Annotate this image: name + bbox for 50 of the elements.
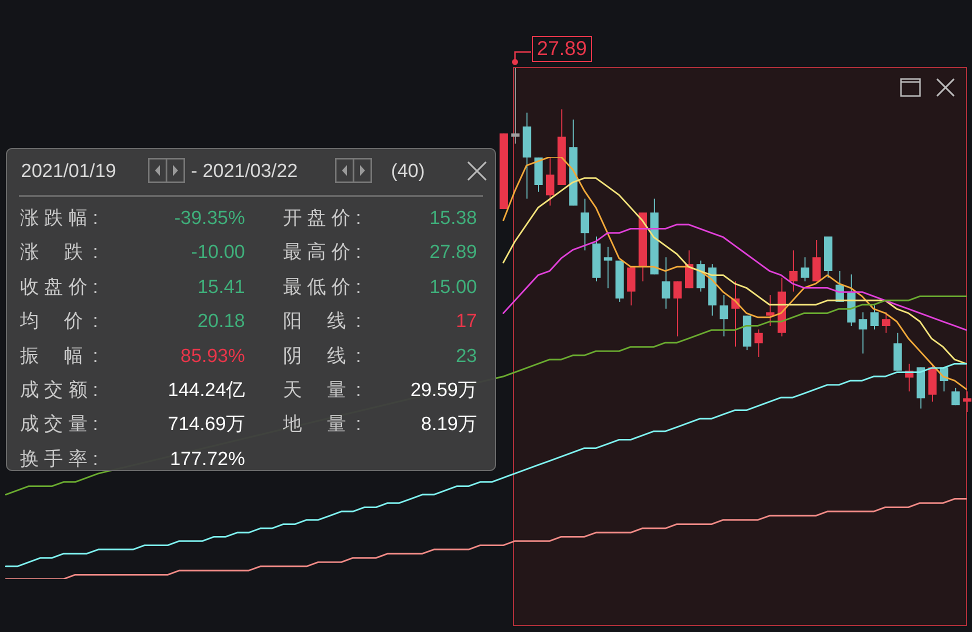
annotation: 最低价: [283, 276, 361, 300]
annotation: 177.72% [168, 448, 245, 472]
candlestick [580, 198, 589, 251]
candlestick [962, 390, 971, 412]
annotation: -10.00 [190, 241, 245, 266]
candlestick [661, 256, 670, 310]
annotation: 阴 线: [283, 344, 361, 369]
candlestick [766, 294, 774, 326]
annotation: 144.24亿 [166, 379, 245, 403]
candlestick [950, 387, 960, 406]
annotation: 15.38 [429, 208, 477, 229]
annotation: 涨跌幅: [20, 207, 98, 231]
annotation: 最高价: [283, 241, 361, 266]
candlestick [719, 294, 728, 337]
annotation: 开盘价: [283, 207, 361, 231]
annotation: 17 [456, 311, 477, 332]
annotation: 8.19万 [421, 414, 477, 436]
annotation: 收盘价: [20, 276, 98, 300]
annotation: 15.00 [429, 276, 477, 298]
candlestick [800, 256, 809, 282]
annotation: 23 [456, 346, 477, 367]
annotation: 27.89 [429, 242, 477, 264]
annotation: 地 量: [283, 413, 361, 438]
annotation: 29.59万 [410, 380, 477, 401]
annotation: 天 量: [283, 379, 361, 403]
annotation: 涨 跌: [20, 241, 98, 266]
annotation: - 2021/03/22 [191, 160, 298, 184]
annotation: (40) [391, 160, 425, 184]
annotation: 振 幅: [20, 344, 98, 369]
annotation: -39.35% [173, 207, 245, 231]
annotation: 换手率: [20, 448, 98, 472]
candlestick [545, 156, 554, 206]
candlestick [881, 312, 890, 334]
candlestick [754, 328, 762, 358]
candlestick [858, 312, 867, 354]
annotation: 均 价: [20, 310, 98, 334]
candlestick [672, 280, 682, 337]
annotation: 2021/01/19 [21, 160, 116, 184]
candlestick [788, 250, 798, 292]
annotation: 714.69万 [166, 413, 245, 438]
annotation: 阳 线: [283, 310, 361, 334]
annotation: 成交额: [20, 379, 98, 403]
annotation: 20.18 [196, 310, 245, 334]
candlestick [603, 246, 612, 289]
candlestick [510, 68, 520, 144]
annotation: 85.93% [180, 344, 245, 369]
annotation: 成交量: [20, 413, 98, 438]
annotation: 15.41 [196, 276, 245, 300]
candlestick [870, 304, 878, 330]
text: 27.89 [532, 36, 592, 62]
